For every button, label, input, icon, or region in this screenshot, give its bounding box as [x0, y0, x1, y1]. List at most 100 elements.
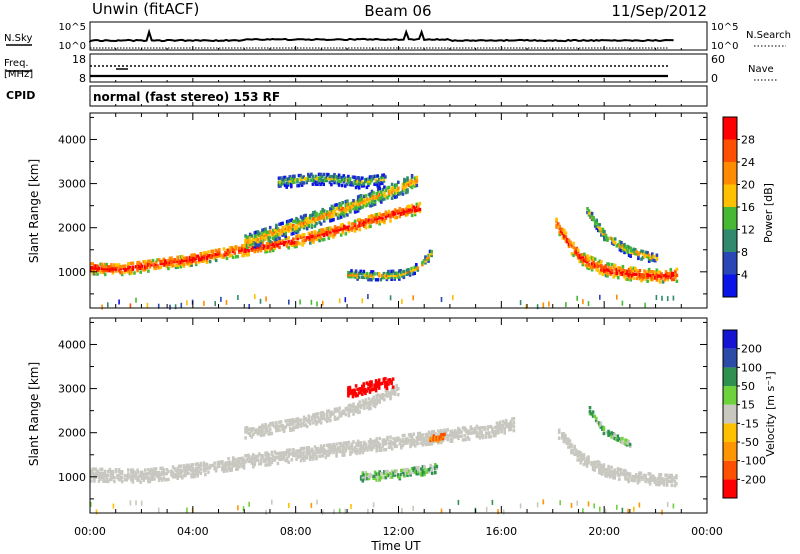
echo-cell — [430, 471, 434, 475]
echo-cell — [613, 273, 617, 277]
echo-cell — [268, 247, 272, 251]
echo-cell — [363, 448, 366, 453]
echo-cell — [358, 404, 361, 408]
echo-cell — [213, 257, 216, 261]
echo-cell — [598, 460, 601, 465]
echo-cell — [671, 271, 674, 276]
echo-cell — [446, 428, 449, 432]
echo-cell — [279, 182, 282, 186]
echo-cell — [406, 176, 409, 180]
echo-cell — [411, 270, 415, 274]
echo-cell — [630, 476, 633, 480]
echo-cell — [202, 461, 206, 465]
echo-cell — [346, 199, 349, 203]
echo-cell — [338, 206, 341, 210]
echo-cell — [335, 203, 338, 207]
echo-cell — [587, 262, 591, 267]
echo-cell — [383, 220, 386, 225]
echo-cell — [268, 249, 272, 253]
echo-cell — [171, 471, 175, 475]
echo-cell — [349, 210, 352, 214]
echo-cell — [469, 425, 473, 429]
echo-cell — [247, 431, 250, 436]
echo-cell — [375, 396, 378, 400]
echo-cell — [391, 385, 395, 389]
echo-cell — [299, 424, 303, 428]
echo-cell — [618, 266, 622, 270]
echo-cell — [267, 241, 270, 245]
echo-cell — [361, 399, 365, 403]
echo-cell — [289, 241, 292, 246]
echo-cell — [258, 452, 261, 456]
echo-cell — [410, 213, 414, 218]
echo-cell — [407, 208, 411, 212]
echo-cell — [259, 239, 263, 243]
echo-cell — [405, 268, 409, 272]
echo-cell — [412, 181, 415, 185]
echo-cell — [94, 266, 98, 270]
echo-cell — [265, 247, 269, 252]
echo-cell — [123, 268, 127, 272]
echo-cell — [390, 392, 394, 396]
echo-cell — [190, 475, 193, 479]
echo-cell — [380, 198, 383, 202]
colorbar-segment — [723, 479, 737, 498]
x-tick-label: 12:00 — [383, 525, 415, 538]
echo-cell — [376, 197, 380, 201]
echo-cell — [205, 258, 209, 262]
echo-cell — [548, 301, 550, 307]
echo-cell — [359, 271, 362, 275]
echo-cell — [426, 432, 429, 437]
echo-cell — [301, 235, 304, 239]
echo-cell — [628, 442, 632, 447]
echo-cell — [561, 432, 564, 436]
echo-cell — [281, 425, 284, 430]
echo-cell — [321, 448, 324, 452]
echo-cell — [450, 429, 454, 433]
echo-cell — [261, 427, 264, 431]
echo-cell — [401, 433, 405, 438]
echo-cell — [278, 230, 281, 234]
echo-cell — [337, 173, 341, 177]
echo-cell — [320, 180, 324, 185]
echo-cell — [350, 391, 353, 395]
echo-cell — [211, 253, 215, 257]
echo-cell — [383, 475, 386, 480]
echo-cell — [669, 269, 673, 274]
echo-cell — [281, 227, 284, 231]
echo-cell — [349, 446, 352, 450]
echo-cell — [344, 232, 348, 236]
echo-cell — [204, 252, 207, 257]
echo-cell — [437, 439, 440, 443]
echo-cell — [594, 416, 598, 421]
echo-cell — [623, 273, 626, 277]
echo-cell — [267, 238, 270, 242]
echo-cell — [379, 177, 383, 182]
echo-cell — [666, 276, 669, 280]
echo-cell — [384, 188, 388, 193]
echo-cell — [318, 228, 321, 233]
echo-cell — [658, 479, 661, 483]
echo-cell — [213, 465, 216, 469]
echo-cell — [204, 472, 207, 477]
echo-cell — [259, 235, 263, 239]
echo-cell — [586, 264, 589, 268]
echo-cell — [228, 248, 232, 252]
echo-cell — [185, 258, 189, 262]
echo-cell — [401, 186, 405, 190]
echo-cell — [244, 428, 247, 432]
echo-cell — [580, 259, 583, 263]
echo-cell — [359, 405, 363, 410]
echo-cell — [295, 240, 298, 245]
echo-cell — [110, 471, 113, 476]
echo-cell — [409, 182, 412, 187]
echo-cell — [310, 213, 314, 217]
echo-cell — [382, 275, 386, 280]
echo-cell — [319, 454, 323, 458]
echo-cell — [325, 178, 329, 183]
echo-cell — [278, 457, 281, 462]
echo-cell — [130, 474, 133, 478]
echo-cell — [258, 247, 261, 251]
echo-cell — [259, 240, 263, 245]
echo-cell — [452, 431, 456, 435]
